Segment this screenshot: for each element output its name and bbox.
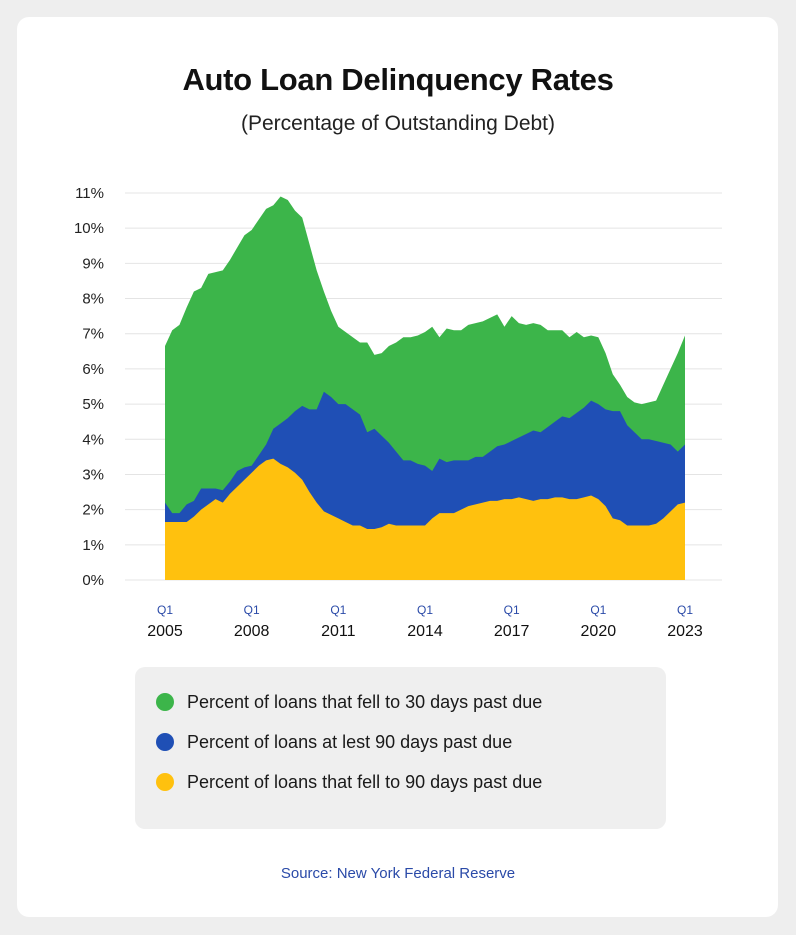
area-chart: 0% 1% 2% 3% 4% 5% 6% 7% 8% 9% 10% 11% Q1 2005 Q1 2008 Q1… xyxy=(74,185,722,640)
legend-label: Percent of loans that fell to 30 days pa… xyxy=(187,692,543,712)
legend-label: Percent of loans that fell to 90 days pa… xyxy=(187,772,543,792)
y-tick-label: 5% xyxy=(82,396,104,413)
x-tick-quarter: Q1 xyxy=(504,603,520,617)
legend-label: Percent of loans at lest 90 days past du… xyxy=(187,732,513,752)
y-tick-label: 10% xyxy=(74,220,104,237)
x-tick-year: 2008 xyxy=(234,623,270,640)
y-tick-label: 4% xyxy=(82,431,104,448)
x-tick-quarter: Q1 xyxy=(244,603,260,617)
y-tick-label: 2% xyxy=(82,502,104,519)
x-tick-quarter: Q1 xyxy=(157,603,173,617)
legend-item-fell-to-90-days: Percent of loans that fell to 90 days pa… xyxy=(156,771,543,793)
chart-subtitle: (Percentage of Outstanding Debt) xyxy=(240,112,555,135)
chart-title: Auto Loan Delinquency Rates xyxy=(182,62,614,97)
x-tick-year: 2011 xyxy=(321,623,356,640)
legend-dot-green-icon xyxy=(156,693,174,711)
area-series-3 xyxy=(165,458,685,580)
legend-dot-yellow-icon xyxy=(156,773,174,791)
source-note: Source: New York Federal Reserve xyxy=(280,865,516,882)
x-tick-quarter: Q1 xyxy=(330,603,346,617)
y-tick-label: 9% xyxy=(82,255,104,272)
legend-item-at-least-90-days: Percent of loans at lest 90 days past du… xyxy=(156,731,513,753)
y-tick-label: 1% xyxy=(82,537,104,554)
x-tick-year: 2014 xyxy=(407,623,443,640)
y-tick-label: 6% xyxy=(82,361,104,378)
x-tick-year: 2023 xyxy=(667,623,703,640)
x-tick-quarter: Q1 xyxy=(590,603,606,617)
x-tick-quarter: Q1 xyxy=(417,603,433,617)
legend-dot-blue-icon xyxy=(156,733,174,751)
y-tick-label: 8% xyxy=(82,291,104,308)
legend: Percent of loans that fell to 30 days pa… xyxy=(135,667,666,829)
y-tick-label: 0% xyxy=(82,572,104,589)
y-tick-label: 11% xyxy=(75,185,104,202)
x-tick-year: 2005 xyxy=(147,623,183,640)
x-tick-quarter: Q1 xyxy=(677,603,693,617)
legend-item-30-days: Percent of loans that fell to 30 days pa… xyxy=(156,691,543,713)
x-tick-year: 2017 xyxy=(494,623,530,640)
y-tick-label: 3% xyxy=(82,466,104,483)
y-tick-label: 7% xyxy=(82,326,104,343)
x-tick-year: 2020 xyxy=(581,623,617,640)
